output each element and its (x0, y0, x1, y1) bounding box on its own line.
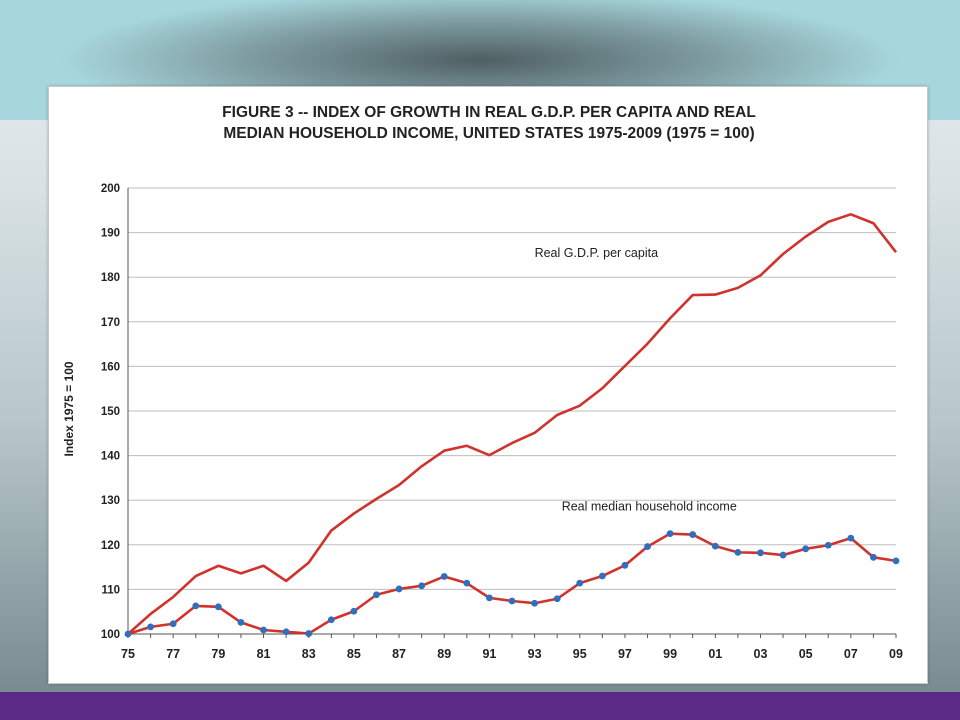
y-tick-label: 180 (101, 272, 120, 284)
x-tick-label: 77 (166, 647, 180, 661)
x-tick-label: 75 (121, 647, 135, 661)
data-point (757, 549, 764, 557)
data-point (531, 599, 538, 607)
data-point (824, 541, 832, 549)
data-point (260, 626, 267, 634)
x-tick-label: 07 (844, 647, 858, 661)
y-tick-labels: 100 110 120 130 140 150 160 170 180 190 200 (101, 183, 120, 641)
y-tick-label: 200 (101, 183, 120, 195)
x-tick-labels: 75 77 79 81 83 85 87 89 91 93 95 97 99 01 03 05 07 09 (121, 647, 903, 661)
x-tick-label: 97 (618, 647, 632, 661)
annotation-2: Real median household income (562, 499, 737, 513)
data-point (621, 561, 629, 569)
data-markers (124, 530, 900, 638)
data-point (644, 543, 651, 550)
data-point (689, 531, 697, 538)
line-chart: FIGURE 3 -- INDEX OF GROWTH IN REAL G.D.… (62, 104, 903, 661)
x-tick-label: 99 (663, 647, 677, 661)
data-point (395, 585, 403, 593)
series-line-2 (127, 532, 897, 636)
data-point (169, 620, 177, 628)
series-line-1 (127, 213, 898, 635)
y-tick-label: 130 (101, 495, 120, 507)
data-point (870, 553, 877, 561)
data-point (734, 548, 742, 556)
data-point (508, 597, 516, 605)
x-tick-label: 79 (211, 647, 225, 661)
x-tick-label: 03 (754, 647, 768, 661)
x-tick-label: 87 (392, 647, 406, 661)
annotation-1: Real G.D.P. per capita (535, 246, 658, 260)
data-point (666, 530, 674, 538)
data-point (147, 623, 154, 631)
y-tick-label: 120 (101, 540, 120, 552)
y-tick-label: 110 (101, 584, 120, 596)
data-point (237, 619, 245, 626)
data-point (553, 595, 561, 603)
data-point (373, 591, 380, 599)
x-tick-label: 01 (708, 647, 722, 661)
axes (127, 188, 897, 638)
data-point (305, 630, 313, 637)
x-tick-label: 89 (437, 647, 451, 661)
chart-title-line-2: MEDIAN HOUSEHOLD INCOME, UNITED STATES 1… (223, 125, 754, 142)
x-tick-label: 83 (302, 647, 316, 661)
x-tick-label: 81 (257, 647, 271, 661)
x-tick-label: 09 (889, 647, 903, 661)
data-point (418, 582, 426, 590)
y-tick-label: 170 (101, 317, 120, 329)
data-point (847, 534, 855, 542)
data-point (486, 594, 493, 602)
data-point (350, 607, 358, 615)
data-point (779, 551, 787, 559)
y-tick-label: 150 (101, 406, 120, 418)
data-point (327, 616, 335, 624)
data-point (440, 573, 448, 580)
x-tick-label: 95 (573, 647, 587, 661)
data-point (892, 557, 900, 565)
x-tick-label: 85 (347, 647, 361, 661)
data-point (711, 542, 719, 550)
x-tick-label: 91 (482, 647, 496, 661)
data-point (124, 630, 132, 638)
chart-panel: FIGURE 3 -- INDEX OF GROWTH IN REAL G.D.… (48, 86, 928, 684)
data-point (463, 579, 471, 587)
data-point (598, 572, 606, 580)
chart-title-line-1: FIGURE 3 -- INDEX OF GROWTH IN REAL G.D.… (222, 104, 756, 121)
data-point (802, 545, 810, 553)
data-point (282, 628, 290, 636)
y-tick-label: 140 (101, 451, 120, 463)
y-tick-label: 100 (101, 629, 120, 641)
y-tick-label: 190 (101, 228, 120, 240)
data-point (214, 603, 222, 611)
annotations: Real G.D.P. per capita Real median househ… (535, 246, 737, 513)
grid-lines (128, 187, 896, 590)
x-tick-label: 93 (528, 647, 542, 661)
y-tick-label: 160 (101, 361, 120, 373)
data-point (192, 602, 200, 610)
y-axis-label: Index 1975 = 100 (62, 361, 76, 456)
data-point (576, 579, 584, 587)
bottom-accent-bar (0, 692, 960, 720)
x-tick-label: 05 (799, 647, 813, 661)
